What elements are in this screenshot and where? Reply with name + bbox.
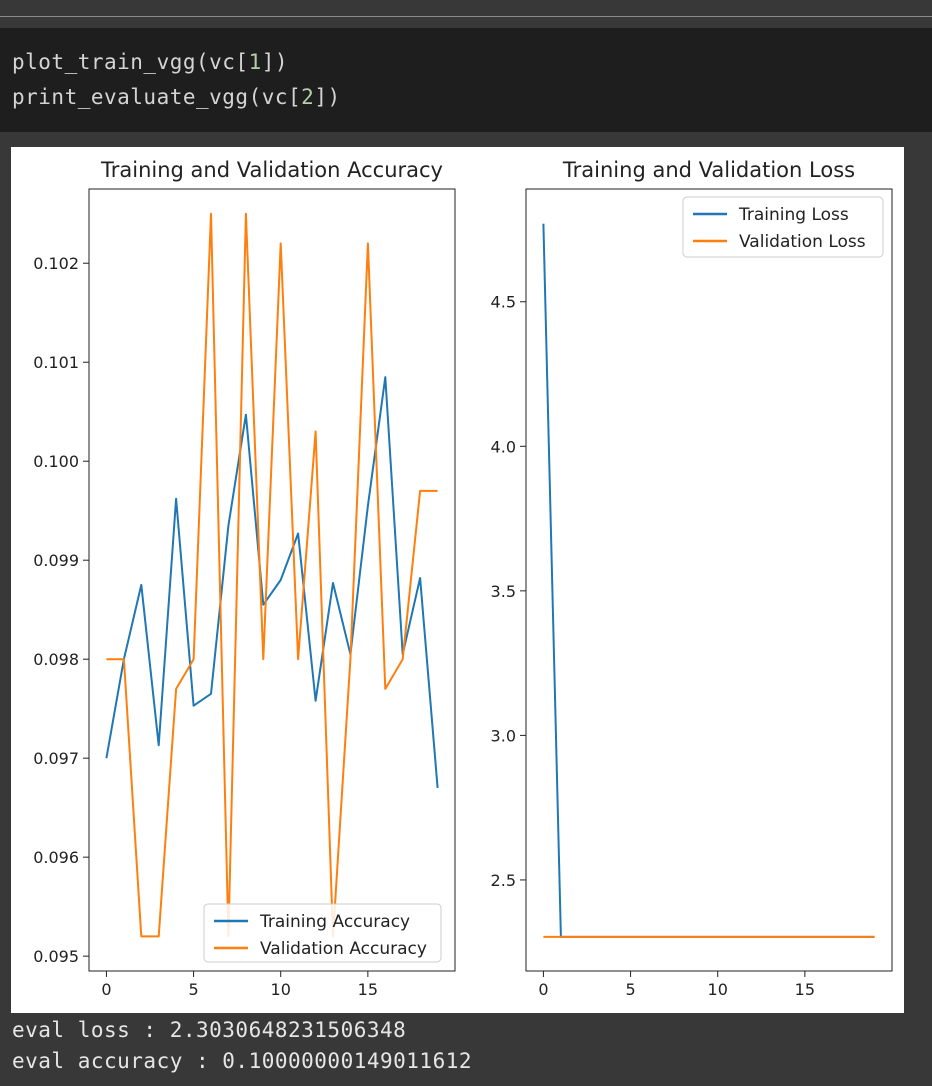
code-cell[interactable]: plot_train_vgg(vc[1]) print_evaluate_vgg…: [0, 28, 932, 132]
code-line-2: print_evaluate_vgg(vc[2]): [12, 85, 341, 109]
y-tick-label: 0.101: [33, 353, 79, 372]
matplotlib-figure: Training and Validation Accuracy 0 5 10 15 0.…: [11, 147, 904, 1013]
x-tick-label: 0: [101, 980, 111, 999]
eval-accuracy-output: eval accuracy : 0.10000000149011612: [12, 1049, 473, 1073]
legend: Training Accuracy Validation Accuracy: [203, 903, 442, 963]
code-text: print_evaluate_vgg(vc[: [12, 85, 302, 109]
y-tick-label: 0.102: [33, 254, 79, 273]
figure-canvas: Training and Validation Accuracy 0 5 10 15 0.…: [33, 158, 893, 999]
series-line-training-loss: [542, 223, 875, 938]
legend-label: Validation Loss: [739, 232, 866, 252]
x-tick-label: 15: [795, 980, 815, 999]
chart-title: Training and Validation Accuracy: [100, 158, 443, 182]
y-tick-label: 0.098: [33, 650, 79, 669]
x-tick-label: 5: [625, 980, 635, 999]
legend-label: Training Loss: [738, 205, 849, 225]
y-tick-label: 0.095: [33, 947, 79, 966]
code-line-1: plot_train_vgg(vc[1]): [12, 50, 288, 74]
legend-box: [682, 196, 884, 258]
x-tick-label: 15: [358, 980, 378, 999]
chart-2: Training and Validation Loss 0 5 10 15 2.5 3.0…: [491, 158, 893, 999]
code-number: 2: [301, 85, 315, 109]
y-tick-label: 0.100: [33, 452, 79, 471]
legend: Training Loss Validation Loss: [682, 196, 884, 258]
x-tick-label: 10: [708, 980, 728, 999]
legend-label: Training Accuracy: [259, 912, 410, 932]
eval-loss-output: eval loss : 2.3030648231506348: [12, 1018, 407, 1042]
code-text: plot_train_vgg(vc[: [12, 50, 249, 74]
code-text: ]): [261, 50, 289, 74]
series-line-validation-accuracy: [106, 212, 438, 938]
y-tick-label: 2.5: [491, 871, 516, 890]
x-tick-label: 5: [188, 980, 198, 999]
code-text: ]): [314, 85, 341, 109]
chart-1: Training and Validation Accuracy 0 5 10 15 0.…: [33, 158, 456, 999]
x-tick-label: 0: [538, 980, 548, 999]
notebook-top-bar: [0, 0, 932, 17]
y-tick-label: 4.5: [491, 293, 516, 312]
axes-frame: [525, 188, 893, 972]
chart-title: Training and Validation Loss: [562, 158, 855, 182]
code-number: 1: [248, 50, 262, 74]
series-line-training-accuracy: [105, 376, 439, 788]
y-tick-label: 3.5: [491, 582, 516, 601]
y-tick-label: 3.0: [491, 726, 516, 745]
x-tick-label: 10: [271, 980, 291, 999]
axes-frame: [88, 188, 456, 972]
legend-label: Validation Accuracy: [260, 939, 427, 959]
y-tick-label: 0.097: [33, 749, 79, 768]
y-tick-label: 0.099: [33, 551, 79, 570]
y-tick-label: 0.096: [33, 848, 79, 867]
legend-box: [203, 903, 442, 963]
y-tick-label: 4.0: [491, 437, 516, 456]
